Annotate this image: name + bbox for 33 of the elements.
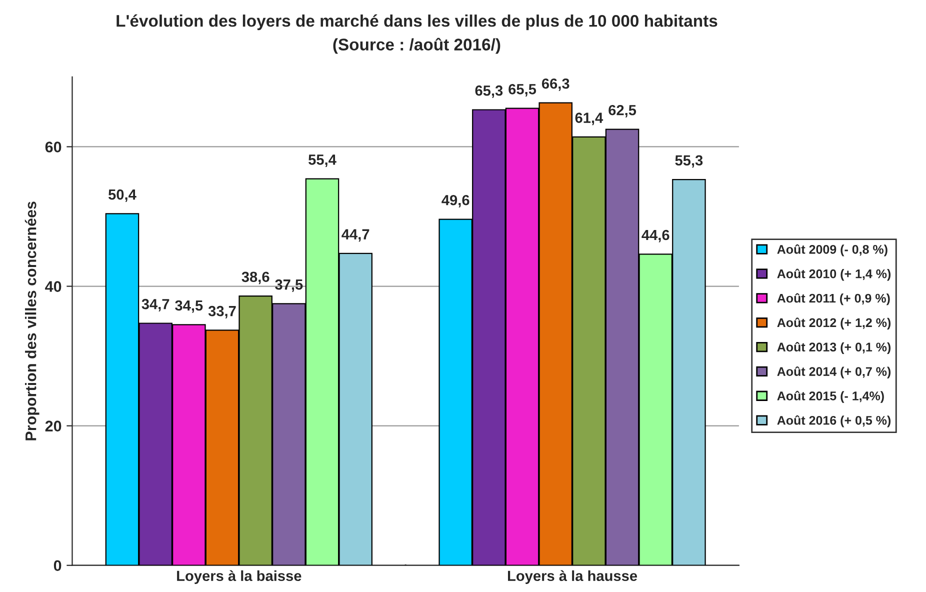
x-tick-label: Loyers à la hausse bbox=[508, 570, 638, 584]
y-axis-title: Proportion des villes concernées bbox=[24, 202, 40, 440]
data-label: 55,4 bbox=[308, 154, 336, 167]
data-label: 33,7 bbox=[208, 306, 236, 318]
data-label: 38,6 bbox=[242, 272, 270, 284]
data-label: 34,7 bbox=[142, 298, 170, 312]
legend-label: Août 2012 (+ 1,2 %) bbox=[777, 318, 891, 330]
legend-label: Août 2016 (+ 0,5 %) bbox=[777, 415, 891, 428]
chart-title: L'évolution des loyers de marché dans les villes de plus de 10 000 habitants bbox=[116, 14, 718, 30]
data-label: 37,5 bbox=[275, 279, 303, 292]
data-label: 34,5 bbox=[175, 300, 203, 313]
data-label: 61,4 bbox=[575, 112, 604, 126]
y-tick-label: 60 bbox=[45, 142, 62, 152]
data-label: 50,4 bbox=[108, 189, 136, 202]
x-tick-label: Loyers à la baisse bbox=[177, 570, 302, 584]
data-label: 44,6 bbox=[642, 230, 670, 242]
data-label: 44,7 bbox=[342, 229, 370, 242]
legend-label: Août 2010 (+ 1,4 %) bbox=[777, 268, 891, 281]
legend-label: Août 2009 (- 0,8 %) bbox=[777, 244, 888, 256]
data-label: 55,3 bbox=[675, 155, 703, 168]
legend-label: Août 2014 (+ 0,7 %) bbox=[777, 366, 891, 378]
data-label: 65,5 bbox=[508, 84, 536, 96]
data-label: 66,3 bbox=[542, 78, 570, 91]
data-label: 62,5 bbox=[608, 104, 636, 118]
y-tick-label: 20 bbox=[45, 420, 62, 432]
data-label: 49,6 bbox=[442, 194, 470, 208]
legend-label: Août 2013 (+ 0,1 %) bbox=[777, 342, 891, 354]
chart-subtitle: (Source : /août 2016/) bbox=[333, 38, 500, 54]
y-tick-label: 40 bbox=[45, 281, 62, 292]
y-tick-label: 0 bbox=[54, 560, 62, 572]
legend-label: Août 2011 (+ 0,9 %) bbox=[777, 293, 890, 306]
legend-label: Août 2015 (- 1,4%) bbox=[777, 390, 884, 403]
data-label: 65,3 bbox=[475, 85, 503, 98]
